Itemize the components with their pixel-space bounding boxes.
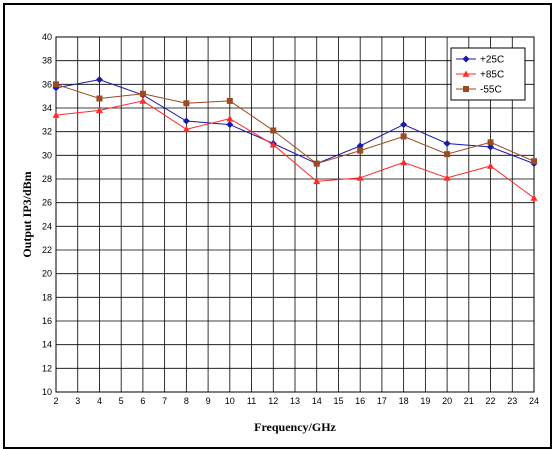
x-tick-label: 10 — [225, 396, 235, 406]
x-tick-label: 23 — [507, 396, 517, 406]
legend: +25C +85C -55C — [450, 47, 526, 101]
y-tick-label: 12 — [42, 363, 52, 373]
series-85c — [52, 97, 538, 201]
data-point — [52, 111, 60, 118]
y-tick-label: 24 — [42, 221, 52, 231]
data-point — [487, 162, 495, 169]
data-point — [313, 160, 320, 167]
x-tick-label: 21 — [464, 396, 474, 406]
x-tick-label: 14 — [312, 396, 322, 406]
data-point — [96, 95, 103, 102]
data-point — [226, 115, 234, 122]
x-tick-label: 17 — [377, 396, 387, 406]
y-tick-label: 38 — [42, 56, 52, 66]
x-tick-label: 20 — [442, 396, 452, 406]
data-point — [443, 140, 451, 147]
y-tick-label: 26 — [42, 198, 52, 208]
series-line — [55, 83, 535, 165]
y-tick-label: 20 — [42, 269, 52, 279]
data-point — [270, 127, 277, 134]
y-tick-label: 36 — [42, 79, 52, 89]
x-tick-label: 19 — [420, 396, 430, 406]
legend-item: +85C — [456, 70, 504, 81]
x-tick-labels: 2 3 4 5 6 7 8 9 10 11 12 13 14 15 16 17 18 19 20 21 22 23 24 — [53, 396, 539, 406]
data-point — [462, 55, 470, 63]
y-tick-label: 34 — [42, 103, 52, 113]
x-tick-label: 15 — [333, 396, 343, 406]
x-axis-label: Frequency/GHz — [254, 420, 336, 434]
data-point — [462, 70, 470, 77]
series-55c — [53, 81, 537, 167]
x-tick-label: 2 — [53, 396, 58, 406]
x-tick-label: 3 — [75, 396, 80, 406]
data-point — [400, 158, 408, 166]
data-point — [226, 121, 234, 129]
series-layer — [52, 76, 538, 201]
data-point — [444, 151, 451, 158]
y-tick-label: 18 — [42, 292, 52, 302]
plot-border — [55, 36, 535, 393]
x-tick-label: 22 — [486, 396, 496, 406]
data-point — [357, 147, 364, 154]
legend-item: +25C — [456, 55, 504, 66]
data-point — [356, 174, 364, 181]
data-point — [400, 121, 408, 129]
y-axis-label: Output IP3/dBm — [20, 171, 34, 257]
y-tick-label: 40 — [42, 32, 52, 42]
y-tick-label: 32 — [42, 127, 52, 137]
y-tick-labels: 10 12 14 16 18 20 22 24 26 28 30 32 34 36 38 40 — [42, 32, 52, 397]
legend-label: -55C — [480, 85, 502, 96]
x-tick-label: 13 — [290, 396, 300, 406]
x-tick-label: 9 — [206, 396, 211, 406]
data-point — [313, 177, 321, 185]
data-point — [269, 141, 277, 148]
data-point — [463, 86, 469, 92]
data-point — [95, 76, 103, 84]
x-tick-label: 7 — [162, 396, 167, 406]
y-tick-label: 22 — [42, 245, 52, 255]
data-point — [531, 158, 537, 165]
x-tick-label: 6 — [140, 396, 145, 406]
x-tick-label: 12 — [268, 396, 278, 406]
data-point — [95, 106, 103, 114]
legend-label: +25C — [480, 55, 504, 66]
x-tick-label: 16 — [355, 396, 365, 406]
data-point — [182, 125, 190, 133]
y-tick-label: 10 — [42, 387, 52, 397]
data-point — [530, 194, 538, 201]
data-point — [53, 81, 59, 88]
data-point — [139, 97, 147, 104]
data-point — [226, 97, 233, 104]
y-tick-label: 14 — [42, 340, 52, 350]
series-line — [55, 100, 535, 199]
x-tick-label: 11 — [247, 396, 256, 406]
y-tick-label: 30 — [42, 150, 52, 160]
x-tick-label: 4 — [97, 396, 102, 406]
data-point — [183, 100, 190, 107]
data-point — [182, 117, 190, 125]
x-tick-label: 24 — [529, 396, 539, 406]
data-point — [443, 174, 451, 181]
x-tick-label: 8 — [184, 396, 189, 406]
x-tick-label: 18 — [399, 396, 409, 406]
data-point — [400, 133, 407, 140]
data-point — [487, 139, 494, 146]
series-line — [55, 79, 535, 165]
data-point — [139, 90, 146, 97]
y-tick-label: 28 — [42, 174, 52, 184]
y-tick-label: 16 — [42, 316, 52, 326]
legend-item: -55C — [456, 85, 502, 96]
legend-label: +85C — [480, 70, 504, 81]
x-tick-label: 5 — [119, 396, 124, 406]
